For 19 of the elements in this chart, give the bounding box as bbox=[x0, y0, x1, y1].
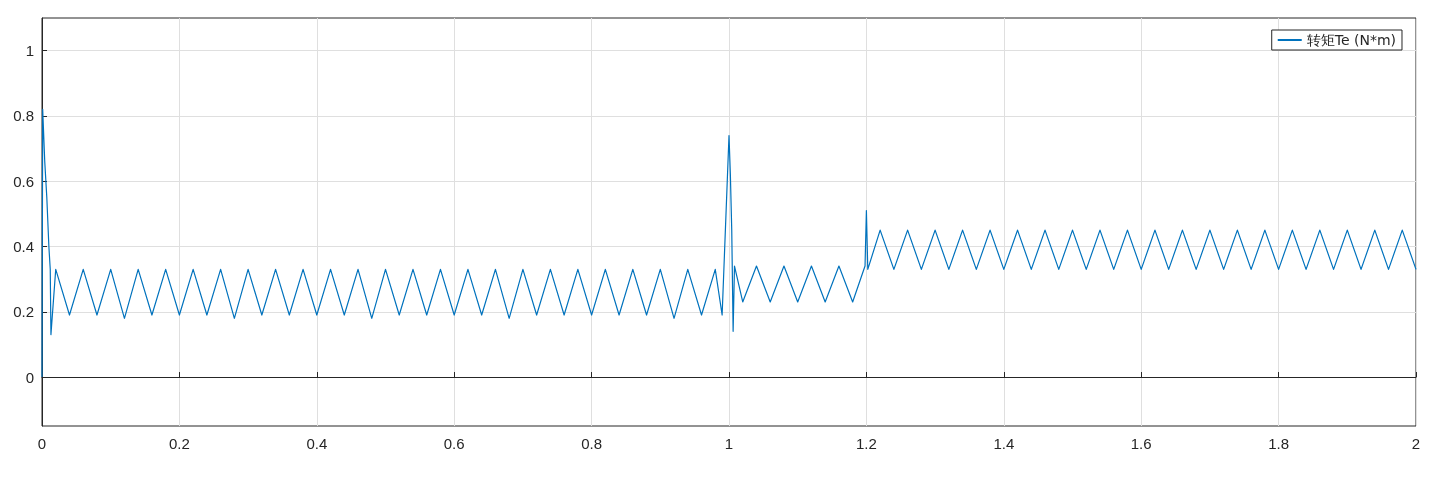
x-tick-label: 2 bbox=[1411, 435, 1421, 452]
x-tick-label: 0.2 bbox=[168, 435, 190, 452]
y-tick-label: 0 bbox=[25, 368, 34, 386]
y-tick-label: 0.2 bbox=[13, 303, 34, 321]
legend-label: 转矩Te (N*m) bbox=[1306, 32, 1397, 48]
x-tick-label: 1.8 bbox=[1268, 435, 1290, 452]
x-tick-label: 0 bbox=[37, 435, 47, 452]
line-series bbox=[41, 108, 1417, 378]
y-tick-label: 0.6 bbox=[13, 172, 34, 190]
x-tick-label: 1 bbox=[724, 435, 734, 452]
x-tick-label: 1.2 bbox=[855, 435, 877, 452]
y-tick-label: 0.4 bbox=[13, 237, 34, 255]
x-tick-label: 0.6 bbox=[443, 435, 465, 452]
y-tick-label: 1 bbox=[25, 42, 34, 60]
x-tick-label: 0.4 bbox=[306, 435, 328, 452]
y-tick-label: 0.8 bbox=[13, 107, 34, 125]
x-tick-label: 0.8 bbox=[581, 435, 603, 452]
x-tick-label: 1.4 bbox=[993, 435, 1015, 452]
x-tick-label: 1.6 bbox=[1130, 435, 1152, 452]
